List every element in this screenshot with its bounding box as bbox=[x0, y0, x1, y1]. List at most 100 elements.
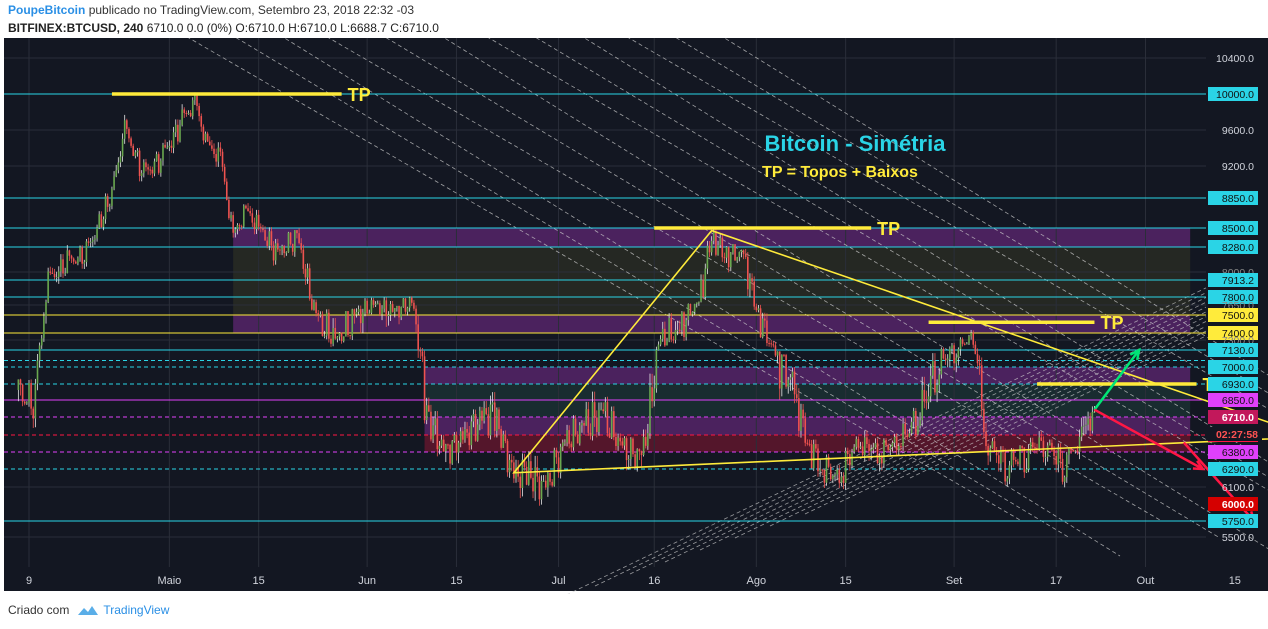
candle-body bbox=[980, 365, 983, 409]
candle-body bbox=[627, 459, 630, 461]
candle-body bbox=[423, 356, 426, 421]
price-chart[interactable]: TPTPTPTP 10400.010000.09600.09200.08850.… bbox=[0, 38, 1268, 594]
candle-body bbox=[436, 418, 439, 450]
candle-body bbox=[538, 476, 541, 500]
candle-body bbox=[742, 250, 745, 254]
candle-body bbox=[585, 409, 587, 426]
candle-body bbox=[1076, 450, 1079, 452]
candle-body bbox=[393, 308, 396, 312]
countdown-bg bbox=[1208, 427, 1262, 441]
candle-body bbox=[240, 226, 243, 228]
candle-body bbox=[870, 449, 872, 452]
candle-body bbox=[402, 298, 405, 307]
candle-body bbox=[638, 449, 641, 452]
candle-body bbox=[485, 408, 488, 415]
candle-body bbox=[232, 215, 234, 233]
candle-body bbox=[96, 227, 98, 239]
price-label-bg bbox=[1208, 514, 1258, 528]
candle-body bbox=[72, 258, 75, 262]
candle-body bbox=[772, 344, 775, 346]
candle-body bbox=[238, 225, 241, 227]
candle-body bbox=[940, 348, 943, 375]
candle-body bbox=[915, 410, 917, 435]
candle-body bbox=[806, 442, 809, 444]
candle-body bbox=[776, 351, 779, 356]
candle-body bbox=[732, 244, 734, 253]
candle-body bbox=[117, 162, 120, 171]
candle-body bbox=[462, 431, 464, 440]
candle-body bbox=[64, 273, 66, 275]
candle-body bbox=[228, 199, 230, 219]
candle-body bbox=[668, 317, 670, 341]
candle-body bbox=[829, 466, 832, 480]
price-label-bg bbox=[1208, 308, 1258, 322]
price-tick-label: 6290.0 bbox=[1222, 464, 1254, 476]
candle-body bbox=[225, 181, 228, 200]
channel-line-down bbox=[188, 38, 1021, 521]
candle-body bbox=[40, 338, 43, 346]
candle-body bbox=[115, 170, 117, 177]
candle-body bbox=[17, 379, 20, 390]
candle-body bbox=[687, 304, 690, 321]
candle-body bbox=[415, 308, 417, 325]
candle-body bbox=[204, 133, 207, 141]
candle-body bbox=[336, 336, 339, 339]
candle-body bbox=[583, 422, 585, 426]
time-tick-label: Ago bbox=[747, 575, 767, 587]
author-name[interactable]: PoupeBitcoin bbox=[8, 3, 86, 17]
candle-body bbox=[542, 480, 545, 482]
candle-body bbox=[236, 225, 239, 230]
candle-body bbox=[785, 355, 787, 387]
candle-body bbox=[993, 441, 996, 451]
candle-body bbox=[289, 232, 292, 244]
time-tick-label: Set bbox=[946, 575, 963, 587]
candle-body bbox=[300, 243, 303, 250]
projection-arrow bbox=[1093, 349, 1141, 411]
candle-body bbox=[140, 173, 143, 176]
candle-body bbox=[183, 109, 186, 113]
candle-body bbox=[440, 439, 443, 446]
candle-body bbox=[502, 434, 505, 448]
price-tick-label: 6380.0 bbox=[1222, 447, 1254, 459]
candle-body bbox=[319, 314, 322, 316]
channel-line-down bbox=[488, 38, 1268, 491]
zone-band bbox=[233, 315, 1191, 333]
candle-body bbox=[153, 161, 156, 174]
candle-body bbox=[744, 253, 747, 257]
candle-body bbox=[570, 443, 573, 448]
tradingview-link[interactable]: TradingView bbox=[103, 603, 170, 617]
time-axis[interactable] bbox=[4, 567, 1268, 591]
candles-layer bbox=[17, 92, 1096, 506]
projection-arrow-head bbox=[1129, 347, 1141, 361]
symmetrical-triangle bbox=[512, 229, 1268, 474]
candle-body bbox=[381, 308, 383, 315]
channel-line-down bbox=[628, 38, 1268, 410]
candle-body bbox=[936, 384, 938, 393]
price-label-bg bbox=[1208, 326, 1258, 340]
candle-body bbox=[553, 450, 556, 486]
candle-body bbox=[802, 409, 804, 419]
created-with-label: Criado com bbox=[8, 603, 70, 617]
candle-body bbox=[55, 276, 58, 278]
candle-body bbox=[217, 147, 220, 162]
candle-body bbox=[70, 255, 73, 259]
candle-body bbox=[1078, 436, 1081, 452]
candle-body bbox=[298, 233, 300, 244]
candle-body bbox=[810, 444, 813, 469]
candle-body bbox=[111, 188, 113, 206]
candle-body bbox=[104, 196, 107, 220]
candle-body bbox=[634, 454, 636, 468]
candle-body bbox=[715, 231, 717, 255]
candle-body bbox=[712, 231, 715, 241]
chart-subtitle: TP = Topos + Baixos bbox=[762, 164, 918, 181]
candle-body bbox=[21, 384, 24, 402]
candle-body bbox=[98, 214, 100, 228]
zone-band bbox=[424, 417, 1191, 435]
candle-body bbox=[496, 409, 498, 431]
candle-body bbox=[932, 360, 934, 376]
candle-body bbox=[851, 451, 853, 466]
candle-body bbox=[464, 428, 466, 440]
candle-body bbox=[589, 432, 592, 436]
candle-body bbox=[38, 345, 41, 361]
candle-body bbox=[747, 256, 749, 290]
